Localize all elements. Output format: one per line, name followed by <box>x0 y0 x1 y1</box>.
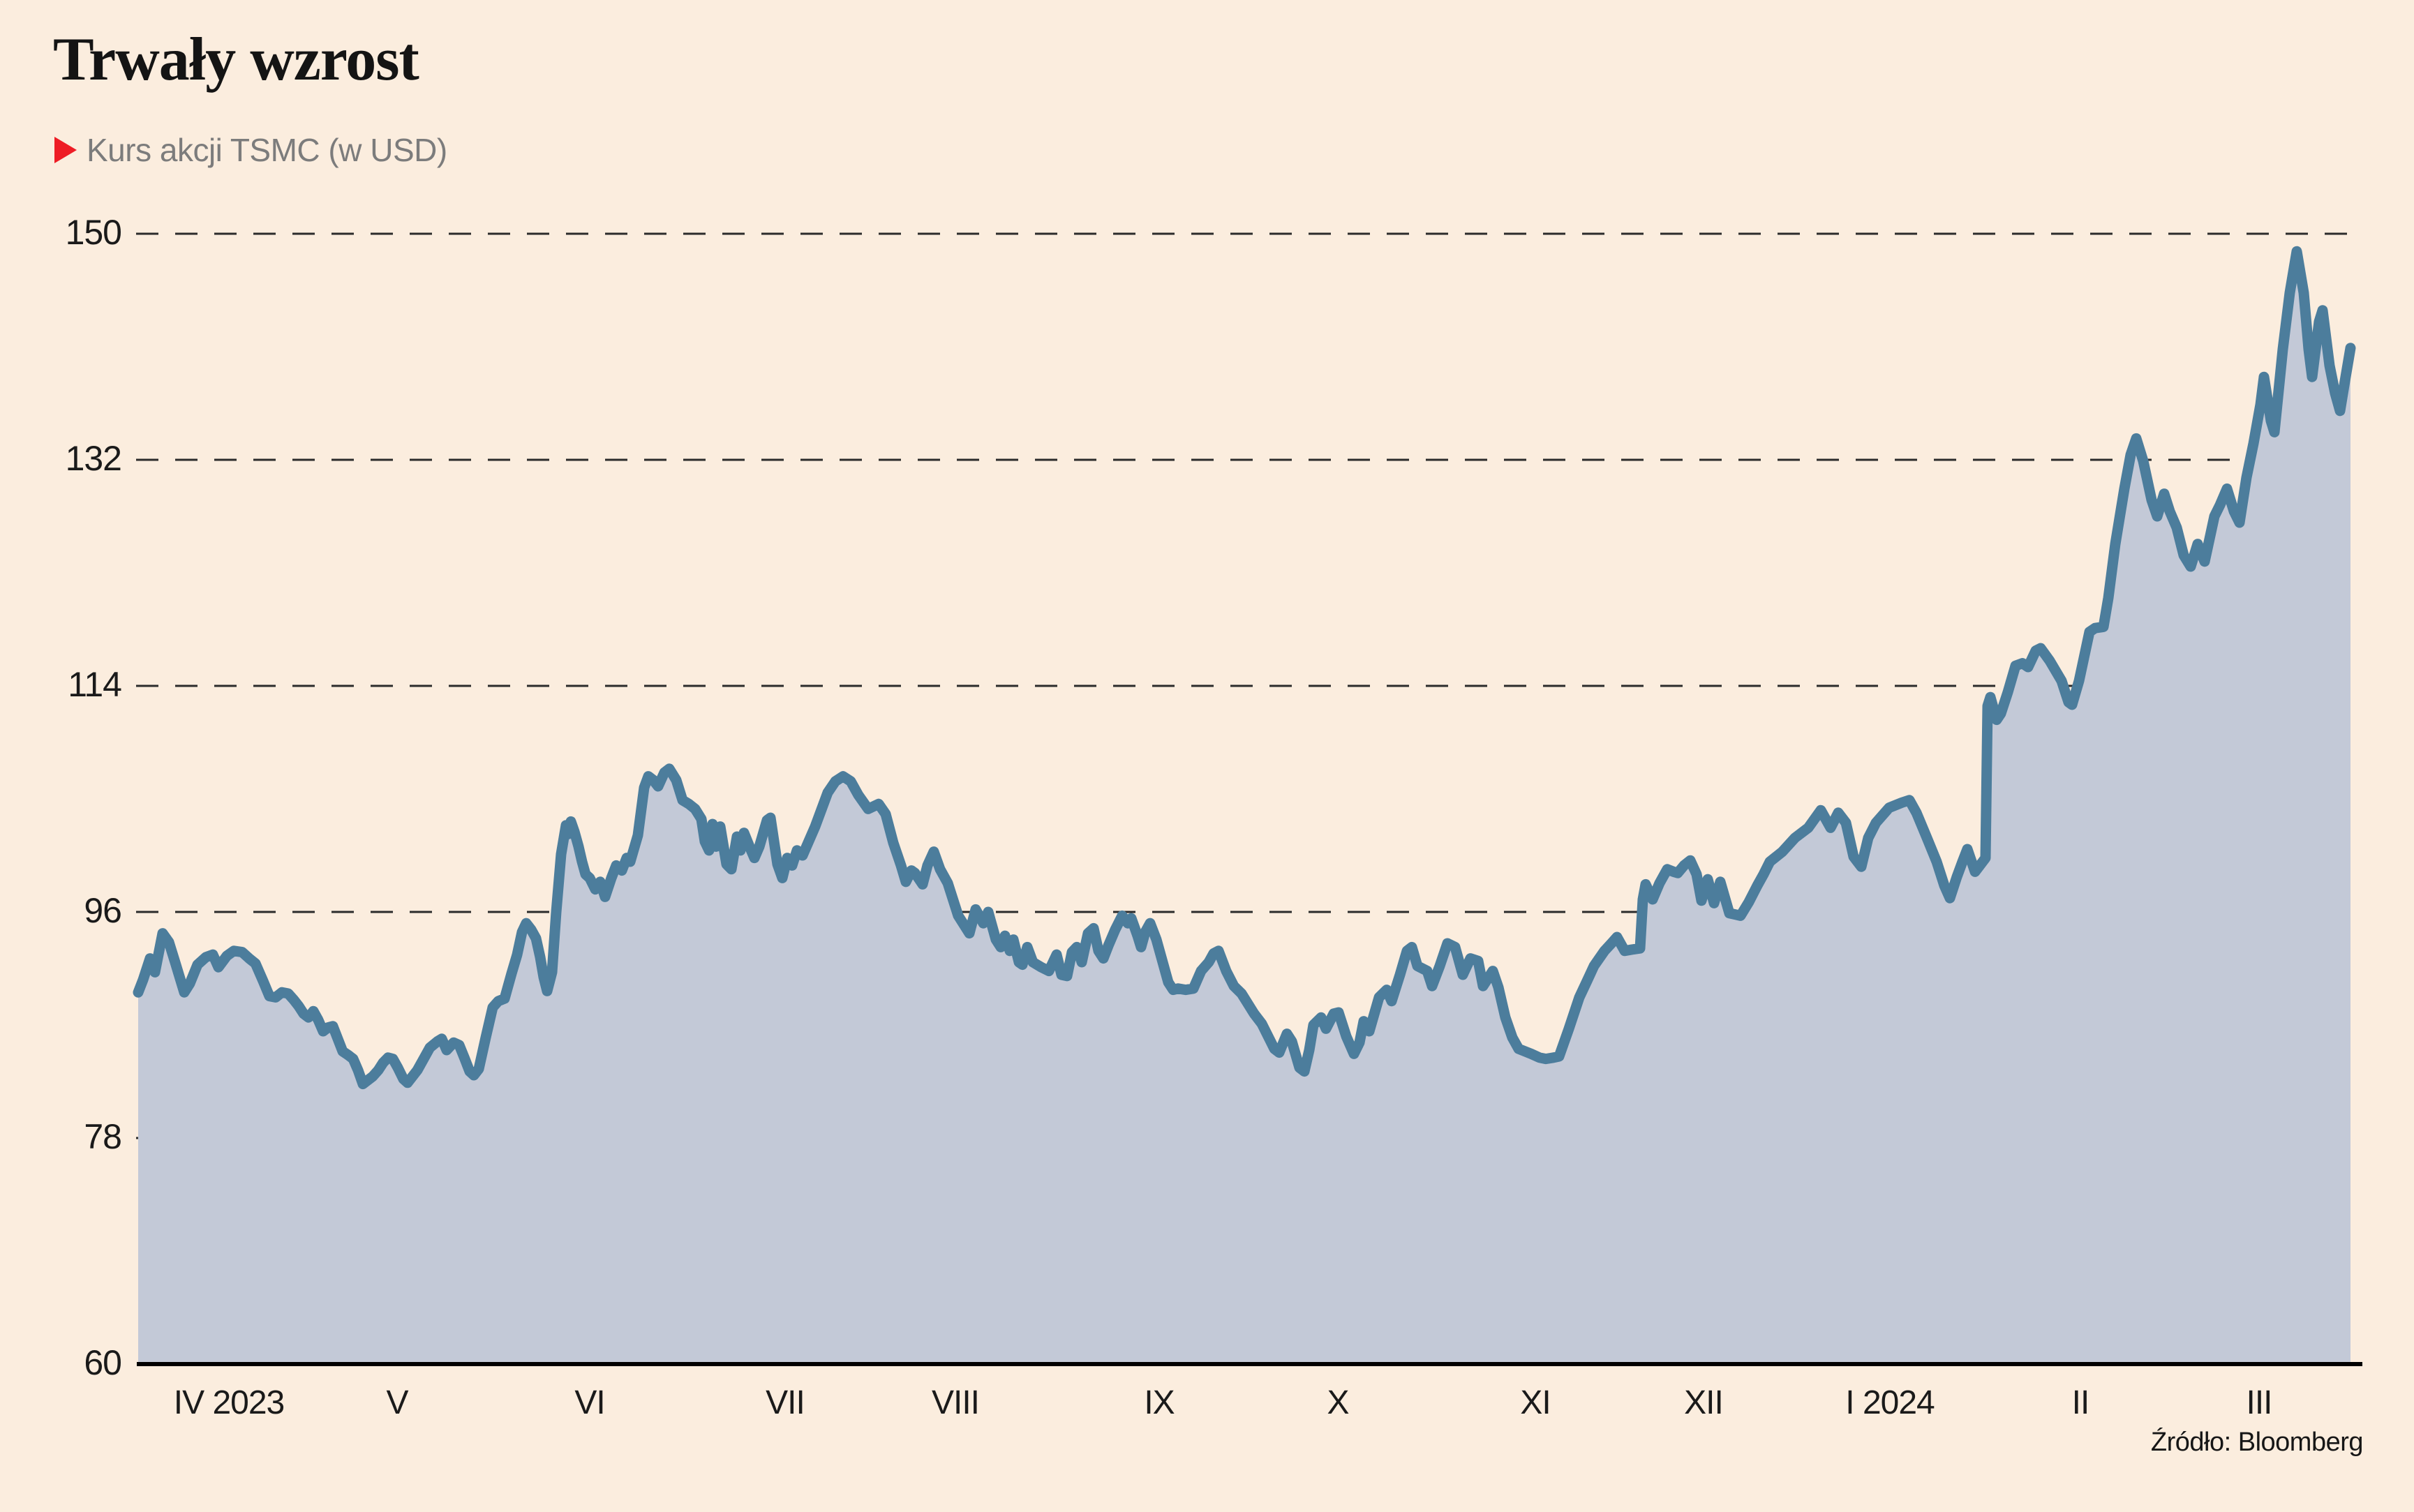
x-tick-label: II <box>2072 1384 2089 1421</box>
x-tick-label: I 2024 <box>1845 1384 1935 1421</box>
source-credit: Źródło: Bloomberg <box>2150 1428 2364 1457</box>
y-tick-label: 78 <box>84 1117 121 1156</box>
x-tick-label: III <box>2246 1384 2272 1421</box>
y-tick-label: 114 <box>68 665 121 704</box>
x-tick-label: VIII <box>932 1384 979 1421</box>
x-tick-label: X <box>1327 1384 1349 1421</box>
price-area <box>138 251 2350 1365</box>
chart-subtitle: Kurs akcji TSMC (w USD) <box>87 132 447 168</box>
x-tick-label: IX <box>1144 1384 1175 1421</box>
chart-legend: Kurs akcji TSMC (w USD) <box>54 134 447 166</box>
x-tick-label: V <box>386 1384 408 1421</box>
page-title: Trwały wzrost <box>53 26 419 93</box>
price-line <box>133 246 2356 1090</box>
red-triangle-icon <box>54 137 77 163</box>
x-tick-label: VII <box>766 1384 805 1421</box>
x-tick-label: IV 2023 <box>174 1384 284 1421</box>
y-tick-label: 60 <box>84 1343 121 1382</box>
y-tick-label: 132 <box>66 439 121 478</box>
y-tick-label: 150 <box>66 213 121 252</box>
y-tick-label: 96 <box>84 891 121 930</box>
x-tick-label: XI <box>1520 1384 1550 1421</box>
x-tick-label: VI <box>574 1384 604 1421</box>
x-tick-label: XII <box>1684 1384 1723 1421</box>
